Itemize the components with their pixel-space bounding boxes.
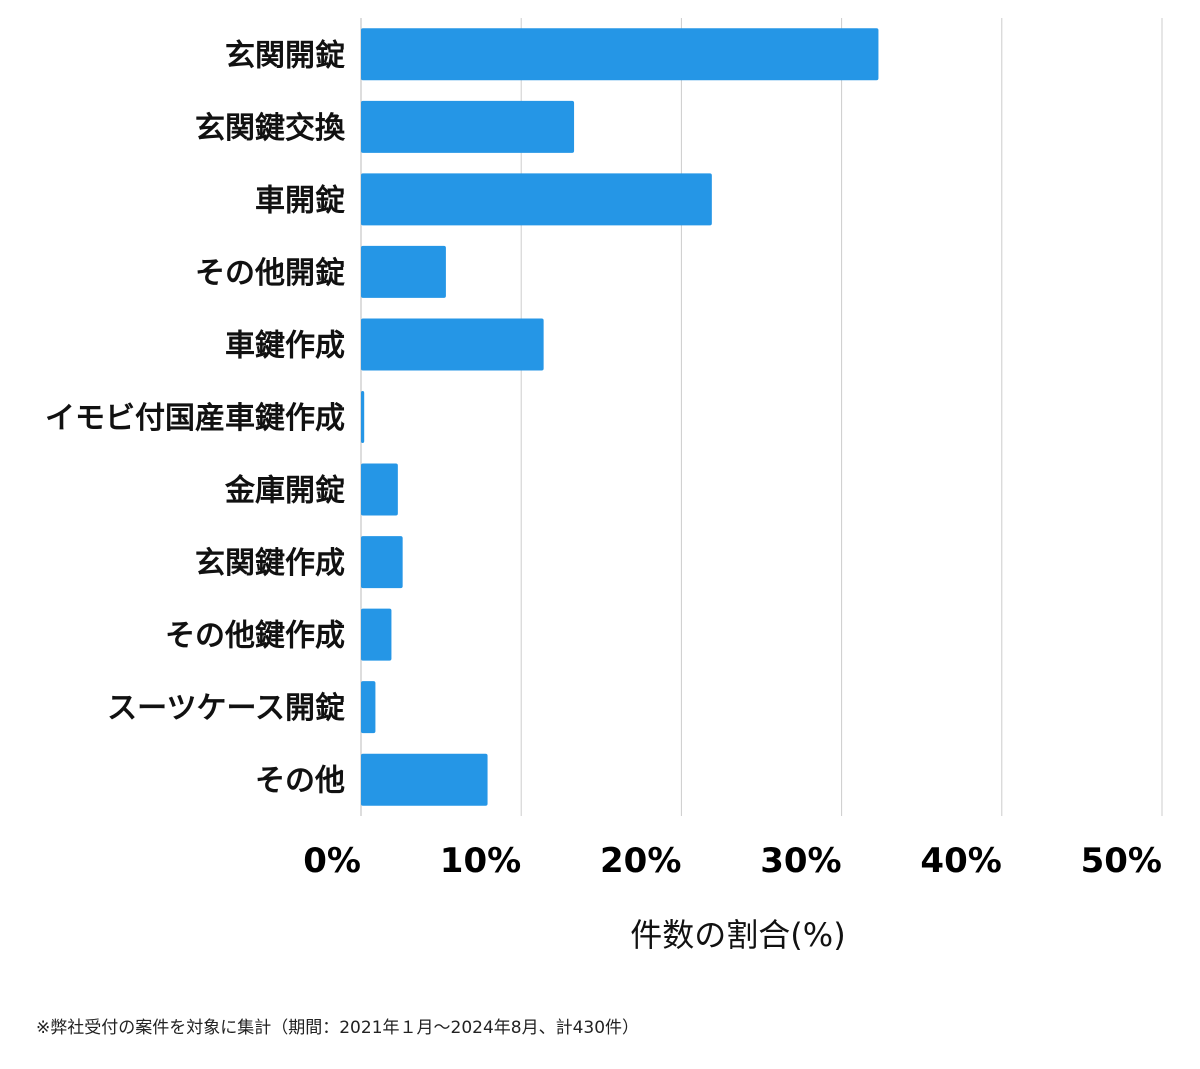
category-label: その他 bbox=[255, 764, 345, 799]
tick-labels: 0% 10% 20% 30% 40% 50% bbox=[303, 841, 1162, 881]
x-axis-title: 件数の割合(%) bbox=[630, 916, 845, 954]
category-label: 玄関開錠 bbox=[225, 38, 345, 73]
bar bbox=[361, 173, 712, 226]
footnote: ※弊社受付の案件を対象に集計（期間：2021年１月〜2024年8月、計430件） bbox=[36, 1018, 640, 1038]
bar bbox=[361, 318, 544, 371]
bar bbox=[361, 681, 376, 734]
bar bbox=[361, 245, 446, 298]
bars bbox=[361, 28, 879, 806]
category-label: イモビ付国産車鍵作成 bbox=[45, 401, 345, 436]
x-tick-label: 20% bbox=[600, 841, 681, 881]
bar bbox=[361, 463, 398, 516]
bar bbox=[361, 608, 392, 661]
category-label: 金庫開錠 bbox=[224, 474, 345, 509]
bar bbox=[361, 753, 488, 806]
bar bbox=[361, 391, 365, 443]
category-label: その他鍵作成 bbox=[165, 619, 345, 654]
category-label: 車鍵作成 bbox=[225, 328, 345, 363]
category-label: 玄関鍵交換 bbox=[195, 111, 346, 146]
x-tick-label: 30% bbox=[760, 841, 841, 881]
category-label: 玄関鍵作成 bbox=[195, 546, 345, 581]
x-tick-label: 10% bbox=[440, 841, 521, 881]
bar bbox=[361, 28, 879, 81]
category-labels: 玄関開錠玄関鍵交換車開錠その他開錠車鍵作成イモビ付国産車鍵作成金庫開錠玄関鍵作成… bbox=[45, 38, 346, 798]
category-label: 車開錠 bbox=[255, 183, 345, 218]
bar bbox=[361, 536, 403, 589]
category-label: その他開錠 bbox=[195, 256, 345, 291]
category-label: スーツケース開錠 bbox=[107, 691, 345, 726]
x-tick-label: 0% bbox=[303, 841, 361, 881]
x-tick-label: 40% bbox=[920, 841, 1001, 881]
x-tick-label: 50% bbox=[1081, 841, 1162, 881]
bar bbox=[361, 100, 575, 153]
